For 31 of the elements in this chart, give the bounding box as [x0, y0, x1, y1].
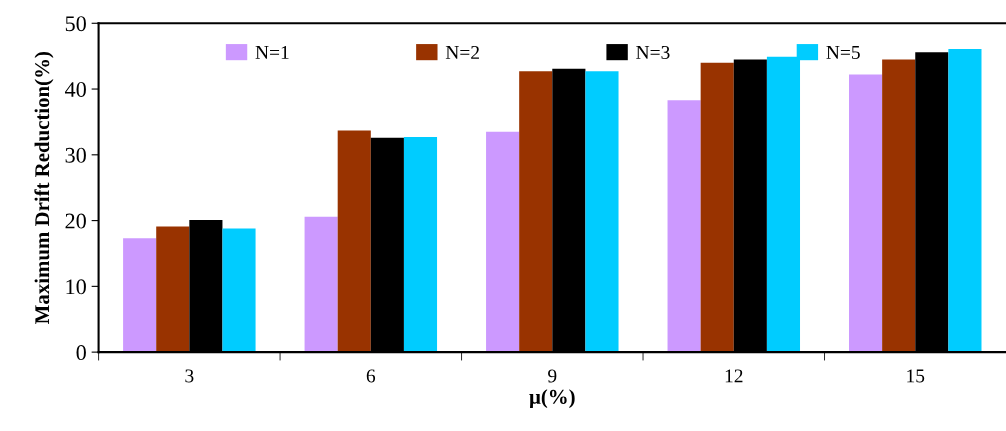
bar — [849, 74, 883, 353]
bar — [667, 100, 701, 353]
bar — [403, 137, 438, 353]
x-tick-label: 9 — [548, 369, 557, 383]
bar — [222, 228, 256, 353]
legend-label: N=3 — [636, 45, 670, 60]
y-tick-label: 30 — [65, 147, 86, 163]
x-tick-label: 15 — [907, 369, 925, 383]
x-tick-label: 6 — [366, 369, 376, 383]
x-tick-label: 3 — [185, 369, 194, 383]
legend-label: N=5 — [826, 46, 860, 60]
bar — [700, 62, 734, 353]
legend-label: N=2 — [445, 45, 479, 59]
bar — [486, 131, 520, 353]
y-axis-title: Maximum Drift Reduction(%) — [34, 52, 54, 324]
bar — [585, 71, 619, 353]
bar — [304, 216, 338, 353]
bar — [519, 71, 553, 353]
bar — [156, 226, 190, 353]
bar — [337, 130, 371, 353]
y-tick-label: 50 — [65, 16, 86, 32]
bar — [123, 238, 157, 353]
y-tick-label: 40 — [64, 81, 86, 97]
bar — [882, 59, 916, 353]
y-tick-label: 20 — [65, 213, 86, 229]
bar — [948, 48, 982, 353]
x-tick-label: 12 — [725, 369, 743, 383]
y-tick-label: 0 — [76, 345, 86, 361]
legend-label: N=1 — [255, 46, 289, 59]
x-axis-title: μ(%) — [529, 389, 575, 409]
y-tick-label: 10 — [66, 279, 86, 295]
